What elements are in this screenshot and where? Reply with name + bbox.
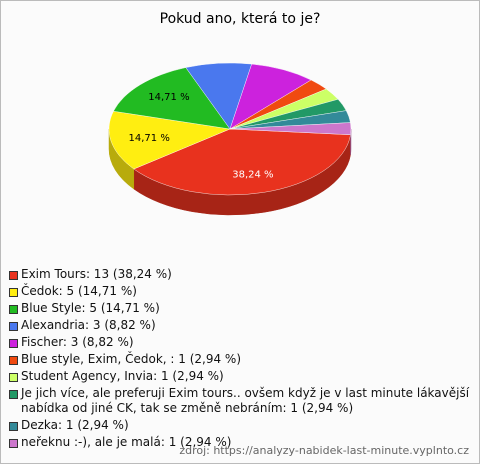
- source-note: zdroj: https://analyzy-nabidek-last-minu…: [179, 444, 469, 457]
- legend-label: Alexandria: 3 (8,82 %): [21, 318, 156, 332]
- legend-label: Dezka: 1 (2,94 %): [21, 418, 129, 432]
- legend-swatch: [9, 271, 18, 280]
- slice: [113, 67, 231, 130]
- chart: 38,24 % 14,71 % 14,71 %: [108, 62, 352, 216]
- slice: [229, 122, 352, 135]
- legend-label: Exim Tours: 13 (38,24 %): [21, 267, 172, 281]
- legend-swatch: [9, 373, 18, 382]
- legend-item: Je jich více, ale preferuji Exim tours..…: [9, 386, 471, 416]
- legend-swatch: [9, 439, 18, 448]
- legend-label: Je jich více, ale preferuji Exim tours..…: [21, 386, 470, 415]
- legend-swatch: [9, 339, 18, 348]
- legend-swatch: [9, 305, 18, 314]
- legend-item: Dezka: 1 (2,94 %): [9, 418, 471, 433]
- legend-label: Student Agency, Invia: 1 (2,94 %): [21, 369, 224, 383]
- legend-label: Fischer: 3 (8,82 %): [21, 335, 134, 349]
- data-label: 14,71 %: [148, 92, 189, 103]
- legend-label: Blue style, Exim, Čedok, : 1 (2,94 %): [21, 352, 242, 366]
- legend-item: neřeknu :-), ale je malá: 1 (2,94 %): [9, 435, 471, 450]
- legend-label: Čedok: 5 (14,71 %): [21, 284, 137, 298]
- legend-label: Blue Style: 5 (14,71 %): [21, 301, 160, 315]
- legend-item: Blue Style: 5 (14,71 %): [9, 301, 471, 316]
- legend: Exim Tours: 13 (38,24 %) Čedok: 5 (14,71 …: [9, 267, 471, 452]
- legend-swatch: [9, 390, 18, 399]
- legend-swatch: [9, 422, 18, 431]
- legend-swatch: [9, 356, 18, 365]
- data-label: 14,71 %: [129, 133, 170, 144]
- legend-label: neřeknu :-), ale je malá: 1 (2,94 %): [21, 435, 232, 449]
- legend-swatch: [9, 288, 18, 297]
- slice: [133, 128, 351, 196]
- legend-item: Student Agency, Invia: 1 (2,94 %): [9, 369, 471, 384]
- legend-swatch: [9, 322, 18, 331]
- slice: [108, 111, 231, 170]
- data-label: 38,24 %: [232, 170, 273, 181]
- legend-item: Blue style, Exim, Čedok, : 1 (2,94 %): [9, 352, 471, 367]
- chart-title: Pokud ano, která to je?: [159, 11, 321, 27]
- legend-item: Alexandria: 3 (8,82 %): [9, 318, 471, 333]
- legend-item: Exim Tours: 13 (38,24 %): [9, 267, 471, 282]
- legend-item: Fischer: 3 (8,82 %): [9, 335, 471, 350]
- legend-item: Čedok: 5 (14,71 %): [9, 284, 471, 299]
